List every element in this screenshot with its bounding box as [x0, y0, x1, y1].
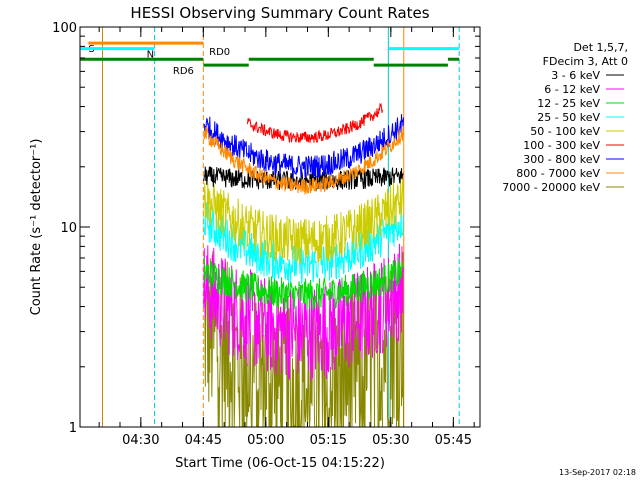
x-tick-label-3: 05:15: [310, 433, 347, 448]
x-tick-label-4: 05:30: [372, 433, 409, 448]
series-line-6-seg-1: [247, 130, 383, 179]
x-tick-label-1: 04:45: [185, 433, 222, 448]
x-axis-label: Start Time (06-Oct-15 04:15:22): [175, 456, 385, 471]
legend-label-3: 25 - 50 keV: [537, 111, 600, 124]
series-line-7-seg-0: [203, 126, 248, 174]
series-line-2-seg-0: [203, 257, 248, 302]
flag-rd6-label: RD6: [173, 66, 194, 77]
y-tick-label-2: 100: [52, 21, 77, 36]
flag-bars: SNRD0RD6: [80, 41, 460, 77]
legend-label-6: 300 - 800 keV: [523, 153, 600, 166]
legend-header-1: FDecim 3, Att 0: [543, 55, 628, 68]
series-line-7-seg-2: [382, 126, 404, 156]
timestamp-footer: 13-Sep-2017 02:18: [559, 468, 636, 477]
y-axis-label: Count Rate (s⁻¹ detector⁻¹): [29, 139, 44, 316]
series-line-1-seg-2: [382, 243, 404, 354]
x-tick-label-0: 04:30: [122, 433, 159, 448]
series-line-4-seg-2: [382, 177, 404, 226]
legend-header-0: Det 1,5,7,: [573, 41, 628, 54]
axis-ticks: 04:30 04:45 05:00 05:15 05:30 05:45 1 10 100: [52, 21, 480, 448]
legend-label-0: 3 - 6 keV: [551, 69, 600, 82]
series-line-6-seg-2: [382, 114, 404, 148]
series-line-6-seg-0: [203, 116, 248, 159]
series-line-0-seg-2: [382, 167, 404, 187]
series-line-4-seg-1: [247, 194, 383, 265]
flag-rd0-label: RD0: [209, 47, 230, 58]
data-series: [203, 102, 404, 428]
legend-label-8: 7000 - 20000 keV: [502, 181, 600, 194]
legend-label-1: 6 - 12 keV: [544, 83, 600, 96]
series-line-4-seg-0: [203, 182, 248, 250]
flag-n-label: N: [147, 50, 154, 61]
series-line-1-seg-1: [247, 262, 383, 382]
legend-label-7: 800 - 7000 keV: [516, 167, 600, 180]
series-line-2-seg-2: [382, 257, 404, 296]
x-tick-label-5: 05:45: [435, 433, 472, 448]
y-tick-label-1: 10: [60, 221, 77, 236]
legend-label-2: 12 - 25 keV: [537, 97, 600, 110]
series-line-1-seg-0: [203, 245, 248, 361]
series-line-7-seg-1: [247, 145, 383, 196]
legend-label-4: 50 - 100 keV: [530, 125, 600, 138]
x-tick-label-2: 05:00: [247, 433, 284, 448]
series-line-2-seg-1: [247, 267, 383, 310]
y-tick-label-0: 1: [69, 421, 77, 436]
chart-title: HESSI Observing Summary Count Rates: [130, 4, 429, 22]
series-line-0-seg-0: [203, 165, 248, 190]
series-line-8-seg-2: [382, 252, 404, 428]
series-line-5-seg-1: [247, 102, 383, 144]
legend-label-5: 100 - 300 keV: [523, 139, 600, 152]
